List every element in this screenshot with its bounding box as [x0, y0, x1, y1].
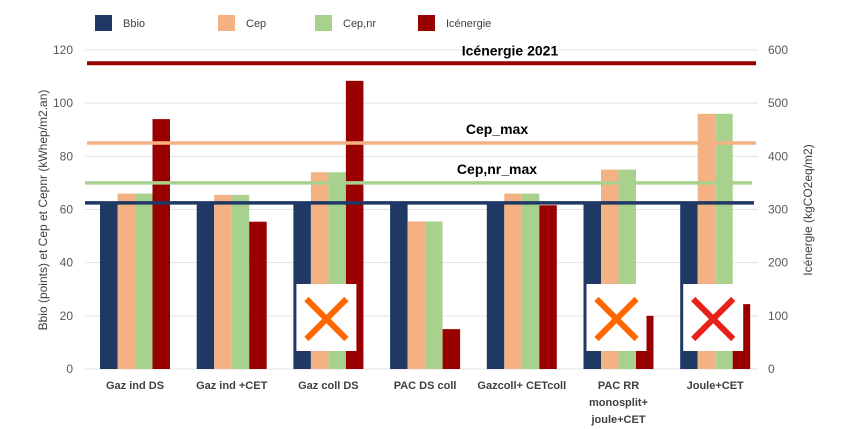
bar-icnergie: [152, 119, 170, 369]
legend-label: Icénergie: [446, 18, 491, 30]
x-tick-label: Joule+CET: [687, 380, 744, 392]
x-tick-label: joule+CET: [590, 414, 645, 426]
y-tick-label: 80: [60, 149, 74, 163]
bar-cepnr: [521, 193, 540, 369]
y2-tick-label: 0: [768, 362, 775, 376]
bar-icnergie: [539, 205, 557, 369]
y2-tick-label: 400: [768, 149, 788, 163]
x-tick-label: Gaz ind +CET: [196, 380, 267, 392]
bar-icnergie: [442, 329, 461, 369]
y2-tick-label: 200: [768, 256, 788, 270]
y-tick-label: 40: [60, 256, 74, 270]
legend-label: Cep,nr: [343, 18, 376, 30]
x-tick-label: monosplit+: [589, 397, 648, 409]
bar-bbio: [486, 204, 505, 369]
bar-cep: [214, 194, 232, 369]
cross-icon: [304, 296, 349, 342]
bar-bbio: [196, 204, 215, 369]
bar-cep: [117, 193, 135, 369]
cross-icon: [691, 296, 736, 342]
legend-swatch-icnergie: [418, 15, 435, 31]
x-tick-label: PAC RR: [598, 380, 639, 392]
legend-swatch-cepnr: [315, 15, 332, 31]
reference-line-label: Cep,nr_max: [457, 161, 537, 177]
y-axis-label: Bbio (points) et Cep et Cepnr (kWhep/m2.…: [36, 90, 50, 331]
y-tick-label: 120: [53, 43, 73, 57]
y-tick-label: 60: [60, 203, 74, 217]
x-tick-label: Gaz coll DS: [298, 380, 359, 392]
legend-label: Cep: [246, 18, 266, 30]
legend-swatch-cep: [218, 15, 235, 31]
bar-cep: [407, 221, 426, 369]
bar-icnergie: [249, 221, 267, 369]
bar-cepnr: [231, 194, 250, 369]
x-tick-label: Gaz ind DS: [106, 380, 164, 392]
x-tick-label: Gazcoll+ CETcoll: [477, 380, 566, 392]
bar-bbio: [100, 204, 118, 369]
cross-icon: [594, 296, 639, 342]
x-tick-label: PAC DS coll: [394, 380, 457, 392]
bar-cepnr: [135, 193, 153, 369]
y2-axis-label: Icénergie (kgCO2eq/m2): [801, 144, 815, 275]
reference-line-label: Cep_max: [466, 121, 528, 137]
bar-cepnr: [425, 221, 443, 369]
legend-swatch-bbio: [95, 15, 112, 31]
y2-tick-label: 100: [768, 309, 788, 323]
y-tick-label: 100: [53, 96, 73, 110]
y2-tick-label: 600: [768, 43, 788, 57]
bar-cep: [504, 193, 522, 369]
legend-label: Bbio: [123, 18, 145, 30]
bar-bbio: [390, 204, 408, 369]
y-tick-label: 0: [66, 362, 73, 376]
y2-tick-label: 500: [768, 96, 788, 110]
y-tick-label: 20: [60, 309, 74, 323]
y2-tick-label: 300: [768, 203, 788, 217]
reference-line-label: Icénergie 2021: [462, 42, 559, 58]
